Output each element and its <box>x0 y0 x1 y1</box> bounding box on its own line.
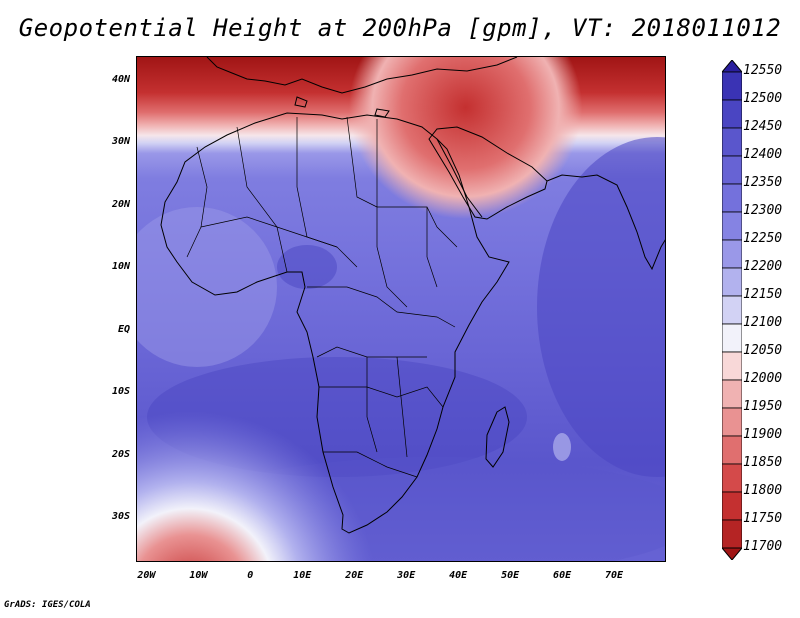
country-borders <box>186 116 458 478</box>
colorbar-level-label: 11700 <box>743 539 783 554</box>
madagascar-coastline <box>485 406 510 468</box>
colorbar-level-label: 12050 <box>743 343 783 358</box>
colorbar-segment <box>722 379 742 409</box>
lon-label: 10W <box>189 570 208 581</box>
colorbar-level-label: 12450 <box>743 119 783 134</box>
colorbar-level-label: 12300 <box>743 203 783 218</box>
geopotential-map <box>137 57 665 561</box>
colorbar-segment <box>722 519 742 549</box>
colorbar-segment <box>722 211 742 241</box>
colorbar-segment <box>722 463 742 493</box>
colorbar-segment <box>722 267 742 297</box>
colorbar-level-label: 12250 <box>743 231 783 246</box>
lat-label: 40N <box>111 73 130 85</box>
red-sea <box>436 138 483 218</box>
colorbar-arrow-top <box>722 60 742 73</box>
lat-label: 30N <box>111 136 130 148</box>
colorbar-level-label: 11950 <box>743 399 783 414</box>
colorbar-level-label: 12500 <box>743 91 783 106</box>
colorbar <box>722 60 742 560</box>
lon-label: 70E <box>605 570 624 581</box>
colorbar-segment <box>722 71 742 101</box>
colorbar-arrow-bottom <box>722 547 742 560</box>
lon-label: 60E <box>553 570 572 581</box>
arabia-coastline <box>428 126 548 220</box>
map-plot-area <box>136 56 666 562</box>
lat-label: 10N <box>111 261 130 273</box>
lon-label: 20E <box>345 570 364 581</box>
lon-label: 10E <box>293 570 312 581</box>
map-title: Geopotential Height at 200hPa [gpm], VT:… <box>18 14 782 42</box>
lat-label: EQ <box>117 323 130 335</box>
colorbar-level-label: 12350 <box>743 175 783 190</box>
colorbar-segment <box>722 407 742 437</box>
colorbar-level-label: 11900 <box>743 427 783 442</box>
height-field-southwest-ridge <box>137 57 665 561</box>
lat-label: 10S <box>111 386 130 398</box>
colorbar-level-label: 11850 <box>743 455 783 470</box>
colorbar-level-label: 12150 <box>743 287 783 302</box>
lon-label: 20W <box>137 570 156 581</box>
colorbar-level-label: 12400 <box>743 147 783 162</box>
colorbar-level-label: 12550 <box>743 63 783 78</box>
colorbar-level-label: 12100 <box>743 315 783 330</box>
lat-label: 20N <box>111 198 130 210</box>
colorbar-segment <box>722 155 742 185</box>
lat-label: 20S <box>111 448 130 460</box>
europe-coastline <box>206 57 518 94</box>
colorbar-level-label: 11750 <box>743 511 783 526</box>
lon-label: 50E <box>501 570 520 581</box>
mediterranean-islands <box>294 96 390 118</box>
colorbar-segment <box>722 323 742 353</box>
colorbar-level-label: 11800 <box>743 483 783 498</box>
asia-coastline <box>546 174 665 271</box>
colorbar-segment <box>722 239 742 269</box>
colorbar-segment <box>722 295 742 325</box>
colorbar-segment <box>722 99 742 129</box>
colorbar-level-label: 12200 <box>743 259 783 274</box>
coastlines <box>160 57 665 534</box>
lon-label: 40E <box>449 570 468 581</box>
lon-label: 0 <box>247 570 254 581</box>
colorbar-level-label: 12000 <box>743 371 783 386</box>
colorbar-segment <box>722 351 742 381</box>
colorbar-segment <box>722 435 742 465</box>
colorbar-segment <box>722 127 742 157</box>
lon-label: 30E <box>397 570 416 581</box>
colorbar-segment <box>722 183 742 213</box>
colorbar-segment <box>722 491 742 521</box>
lat-label: 30S <box>111 511 130 523</box>
grads-credit: GrADS: IGES/COLA <box>4 600 91 610</box>
